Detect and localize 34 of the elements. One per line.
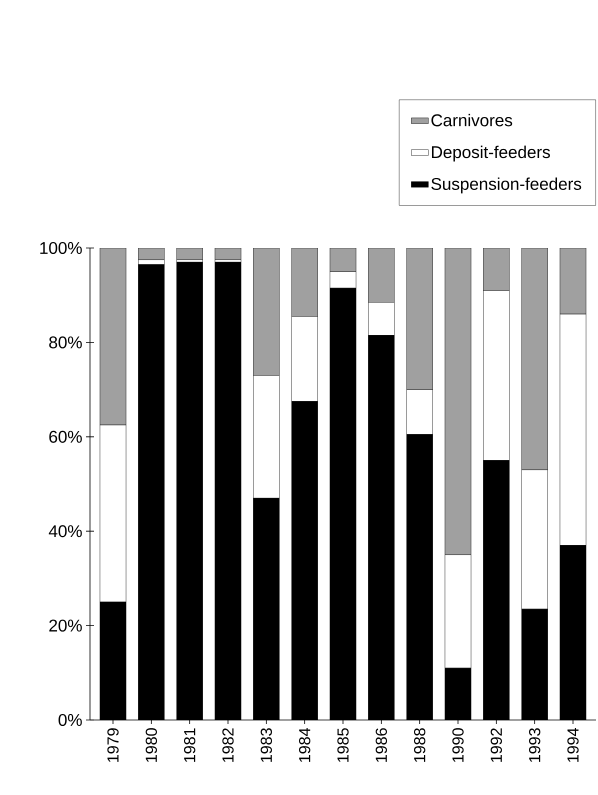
x-tick-label: 1990 (452, 728, 464, 762)
x-tick-label: 1984 (299, 728, 310, 762)
bar (176, 248, 203, 260)
legend-label: Carnivores (431, 114, 512, 126)
bar (444, 248, 472, 555)
legend-label: Deposit-feeders (432, 146, 550, 162)
bar (291, 248, 318, 317)
bar (253, 248, 280, 376)
x-tick-label: 1981 (184, 728, 196, 762)
y-tick-label: 20% (49, 620, 82, 632)
bar (100, 248, 126, 426)
y-tick-label: 40% (48, 525, 82, 538)
bar (330, 248, 356, 272)
bar (368, 248, 395, 302)
bar (521, 248, 548, 470)
x-tick-label: 1994 (567, 728, 579, 762)
x-tick-label: 1992 (490, 728, 502, 762)
legend-label: Suspension-feeders (431, 178, 582, 194)
bar (406, 248, 433, 390)
x-tick-label: 1982 (222, 728, 234, 762)
bar (138, 248, 165, 260)
x-tick-label: 1983 (260, 728, 272, 762)
x-tick-label: 1980 (146, 728, 157, 762)
x-tick-label: 1985 (337, 728, 349, 762)
x-tick-label: 1993 (529, 728, 540, 762)
y-tick-label: 60% (49, 430, 82, 443)
x-tick-label: 1988 (414, 728, 426, 762)
bar (560, 248, 586, 314)
x-tick-label: 1986 (376, 728, 387, 762)
y-tick-label: 100% (40, 242, 82, 254)
x-tick-label: 1979 (107, 728, 119, 762)
y-tick-label: 0% (58, 714, 82, 726)
y-tick-label: 80% (49, 336, 82, 348)
bar (483, 248, 510, 291)
